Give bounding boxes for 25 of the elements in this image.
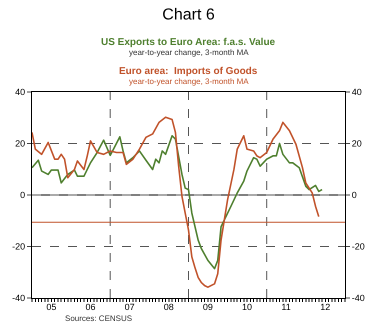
y2-tick-label: 40 — [352, 87, 362, 98]
x-tick-label: 12 — [320, 302, 330, 312]
y-tick-label: 40 — [15, 87, 26, 98]
y-tick-label: 0 — [20, 190, 26, 200]
chart-title: Chart 6 — [162, 6, 215, 24]
y-tick-label: -40 — [12, 293, 26, 304]
x-tick-label: 06 — [85, 302, 96, 312]
text: year-to-year change, 3-month MA — [129, 77, 250, 86]
x-tick-label: 09 — [202, 302, 213, 312]
y-tick-label: -20 — [12, 242, 26, 252]
line-series — [32, 134, 323, 270]
y2-tick-label: -40 — [352, 293, 365, 304]
y2-tick-label: 0 — [352, 190, 357, 200]
x-tick-label: 11 — [281, 302, 291, 312]
text: Euro area: Imports of Goods — [119, 66, 258, 77]
source-note: Sources: CENSUS — [65, 314, 132, 323]
x-tick-label: 08 — [164, 302, 174, 312]
x-tick-label: 10 — [242, 302, 252, 312]
x-tick-label: 07 — [124, 302, 135, 312]
text: US Exports to Euro Area: f.a.s. Value — [101, 37, 276, 48]
y2-tick-label: -20 — [352, 242, 365, 252]
text: year-to-year change, 3-month MA — [129, 48, 250, 57]
y-tick-label: 20 — [15, 138, 26, 149]
y2-tick-label: 20 — [352, 138, 362, 149]
x-tick-label: 05 — [46, 302, 56, 312]
